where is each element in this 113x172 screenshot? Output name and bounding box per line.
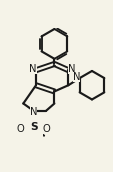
Text: O: O — [42, 124, 50, 134]
Text: N: N — [29, 64, 36, 74]
Text: O: O — [17, 124, 24, 134]
Text: N: N — [72, 72, 79, 82]
Text: S: S — [30, 122, 37, 132]
Text: N: N — [67, 64, 75, 74]
Text: N: N — [30, 106, 37, 116]
